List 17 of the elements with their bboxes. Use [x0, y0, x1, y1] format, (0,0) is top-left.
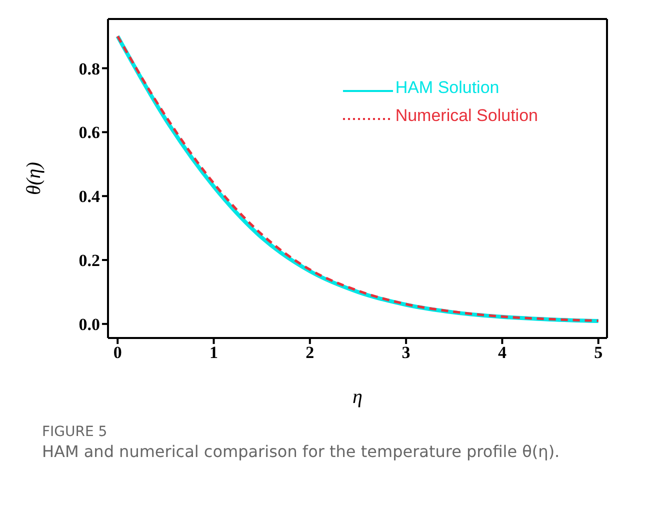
y-tick-label: 0.8	[78, 59, 100, 78]
legend-label: HAM Solution	[395, 78, 500, 98]
x-tick-label: 0	[113, 343, 122, 362]
y-tick-label: 0.4	[78, 187, 100, 206]
caption: FIGURE 5	[42, 424, 108, 440]
x-tick-label: 4	[498, 343, 507, 362]
x-axis-title: η	[352, 386, 363, 408]
y-tick-label: 0.6	[78, 123, 100, 142]
x-tick-label: 2	[306, 343, 314, 362]
y-tick-label: 0.0	[78, 314, 100, 334]
y-axis-title: θ(η)	[23, 162, 46, 196]
text: HAM and numerical comparison for the temperature profile θ(η).	[42, 442, 561, 461]
legend-label: Numerical Solution	[395, 106, 538, 126]
y-tick-label: 0.2	[78, 251, 100, 270]
x-tick-label: 5	[594, 343, 603, 362]
x-tick-label: 3	[402, 343, 410, 362]
x-tick-label: 1	[210, 343, 218, 362]
